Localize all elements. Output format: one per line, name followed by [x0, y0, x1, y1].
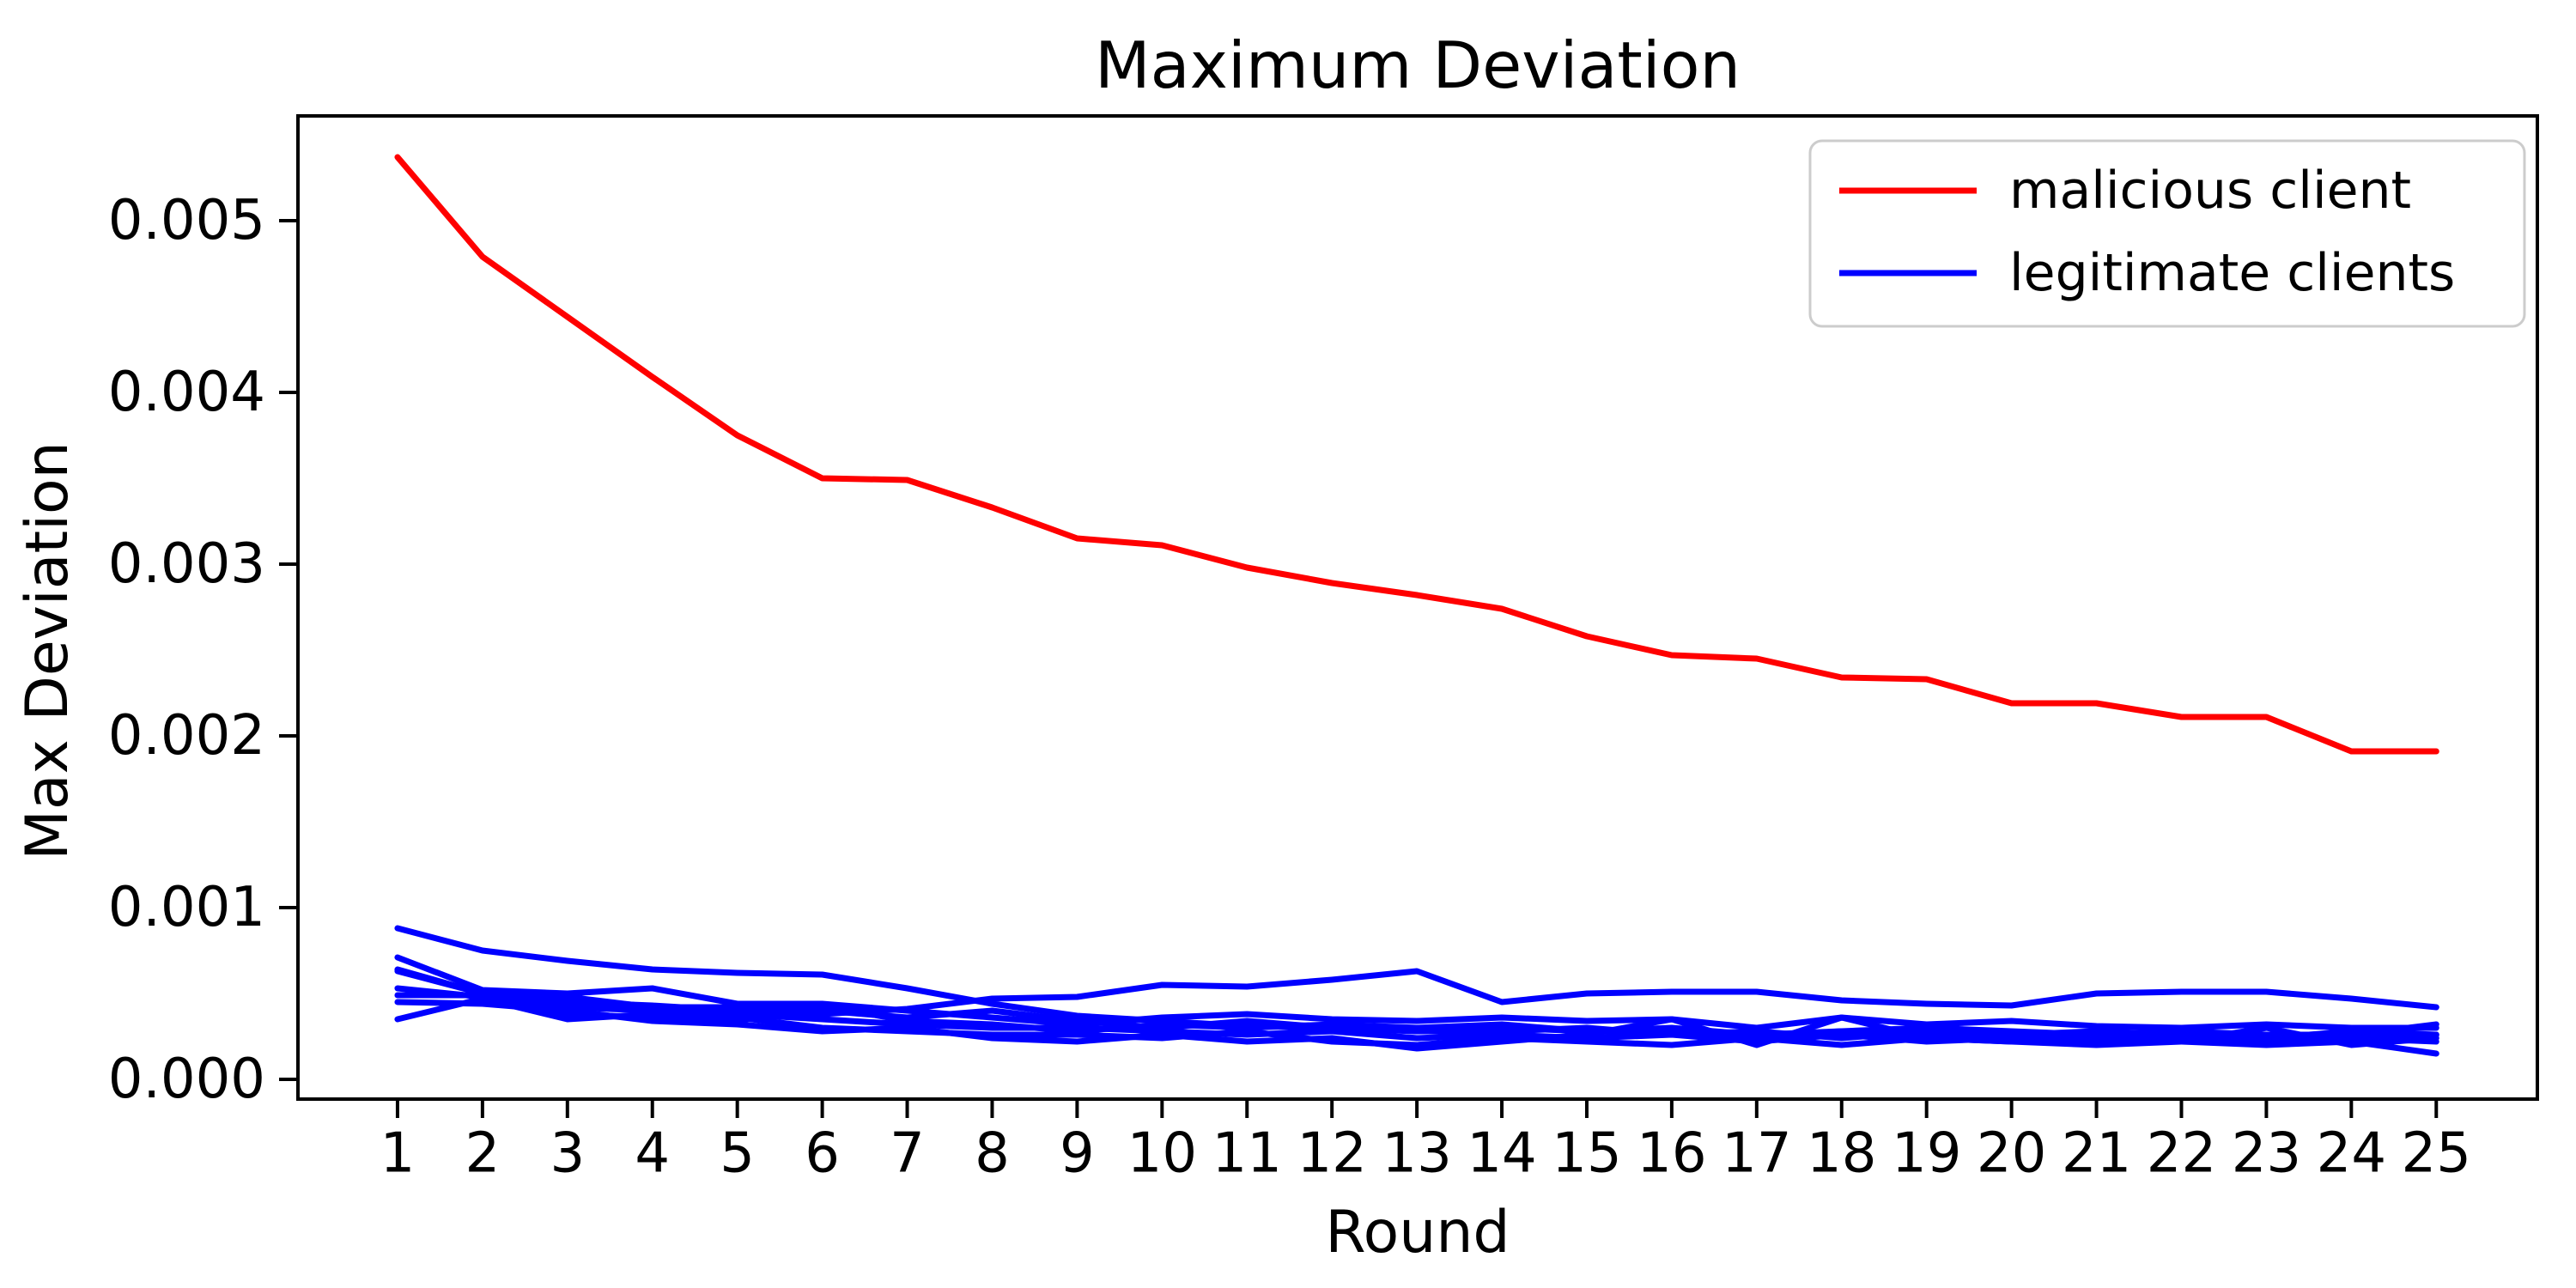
x-tick-label: 17: [1722, 1121, 1791, 1185]
x-axis-label: Round: [1325, 1199, 1510, 1267]
y-tick-label: 0.001: [108, 876, 265, 939]
y-tick-label: 0.004: [108, 361, 265, 424]
legitimate-client-line: [394, 985, 2439, 1045]
legend-label-legitimate: legitimate clients: [2009, 243, 2455, 303]
legend: malicious client legitimate clients: [1808, 139, 2526, 328]
legitimate-client-line: [394, 966, 2439, 1042]
x-tick-label: 6: [805, 1121, 840, 1185]
legitimate-client-line: [394, 968, 2439, 1018]
x-tick-label: 7: [890, 1121, 925, 1185]
x-tick-label: 3: [550, 1121, 585, 1185]
x-tick-label: 11: [1212, 1121, 1282, 1185]
legitimate-client-line: [394, 999, 2439, 1052]
y-tick-label: 0.003: [108, 532, 265, 596]
x-tick-label: 22: [2147, 1121, 2216, 1185]
y-tick-label: 0.002: [108, 704, 265, 768]
x-tick-label: 12: [1297, 1121, 1366, 1185]
x-tick-label: 14: [1467, 1121, 1536, 1185]
x-tick-label: 16: [1637, 1121, 1706, 1185]
y-tick-label: 0.000: [108, 1048, 265, 1111]
x-tick-label: 19: [1892, 1121, 1961, 1185]
y-axis-label: Max Deviation: [14, 441, 82, 860]
chart-title: Maximum Deviation: [1095, 27, 1741, 103]
x-tick-label: 20: [1977, 1121, 2046, 1185]
legend-box: [1808, 139, 2526, 328]
malicious-client-line: [394, 154, 2439, 755]
legend-label-malicious: malicious client: [2009, 161, 2411, 221]
x-tick-label: 1: [380, 1121, 416, 1185]
x-tick-label: 5: [720, 1121, 755, 1185]
legitimate-client-line: [394, 954, 2439, 1031]
x-tick-label: 8: [975, 1121, 1010, 1185]
y-tick-label: 0.005: [108, 189, 265, 252]
legitimate-client-line: [394, 992, 2439, 1057]
x-tick-label: 4: [635, 1121, 670, 1185]
plot-area: 1 2 3 4 5 6 7 8 9 10 11 12 13 14 15 16 17 18 19 20 21 22 23 24 2…: [108, 114, 2539, 1185]
x-tick-label: 25: [2402, 1121, 2471, 1185]
x-tick-label: 18: [1807, 1121, 1876, 1185]
x-tick-label: 23: [2232, 1121, 2301, 1185]
x-tick-label: 15: [1552, 1121, 1621, 1185]
legitimate-client-line: [394, 995, 2439, 1038]
x-tick-label: 21: [2062, 1121, 2131, 1185]
x-tick-label: 2: [465, 1121, 501, 1185]
x-tick-label: 13: [1382, 1121, 1451, 1185]
x-tick-label: 9: [1060, 1121, 1095, 1185]
x-tick-label: 10: [1127, 1121, 1197, 1185]
x-tick-label: 24: [2317, 1121, 2386, 1185]
